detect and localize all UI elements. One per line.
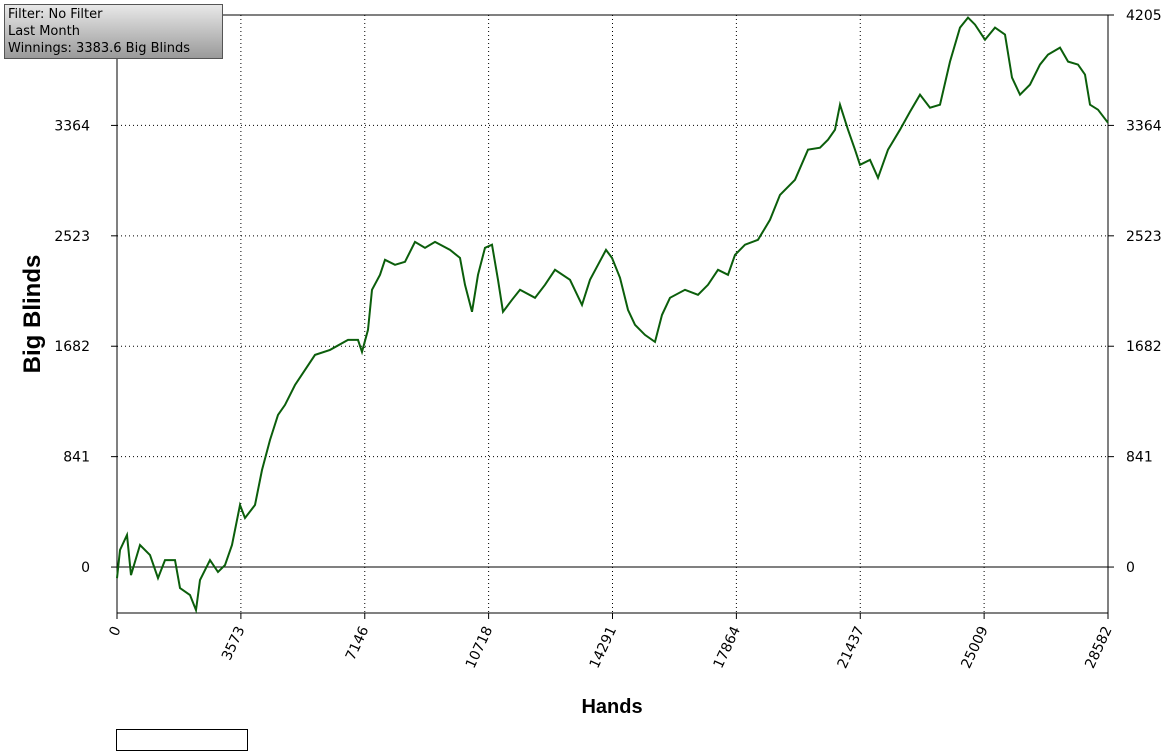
y-tick-label: 1682 (1126, 339, 1162, 355)
x-tick-label: 21437 (835, 624, 868, 671)
x-tick-label: 14291 (587, 624, 620, 671)
x-tick-label: 3573 (219, 624, 249, 663)
info-line: Last Month (8, 24, 80, 39)
y-tick-label: 0 (81, 560, 90, 576)
y-tick-label: 4205 (1126, 8, 1162, 24)
y-axis-label: Big Blinds (19, 255, 46, 374)
x-tick-label: 25009 (958, 624, 991, 671)
x-tick-label: 17864 (711, 624, 744, 671)
y-tick-label: 0 (1126, 560, 1135, 576)
y-tick-label: 841 (63, 450, 90, 466)
info-box: Filter: No Filter Last Month Winnings: 3… (4, 4, 223, 59)
line (116, 16, 1109, 615)
info-line: Filter: No Filter (8, 7, 103, 22)
y-tick-label: 2523 (1126, 229, 1162, 245)
legend-box (116, 729, 248, 751)
x-tick-label: 28582 (1082, 624, 1115, 671)
y-tick-label: 2523 (54, 229, 90, 245)
y-tick-label: 1682 (54, 339, 90, 355)
chart: Big Blinds Hands 0 0 841 841 1682 1682 2523 252… (19, 8, 1162, 718)
y-tick-label: 3364 (54, 118, 90, 134)
y-tick-label: 3364 (1126, 118, 1162, 134)
x-tick-label: 0 (106, 624, 124, 639)
info-line: Winnings: 3383.6 Big Blinds (8, 41, 190, 56)
x-axis-label: Hands (581, 696, 642, 718)
y-tick-label: 841 (1126, 450, 1153, 466)
x-tick-label: 10718 (463, 624, 496, 671)
page: {"chart_data": {"type": "line", "info": … (4, 4, 1162, 751)
x-tick-label: 7146 (343, 624, 373, 663)
